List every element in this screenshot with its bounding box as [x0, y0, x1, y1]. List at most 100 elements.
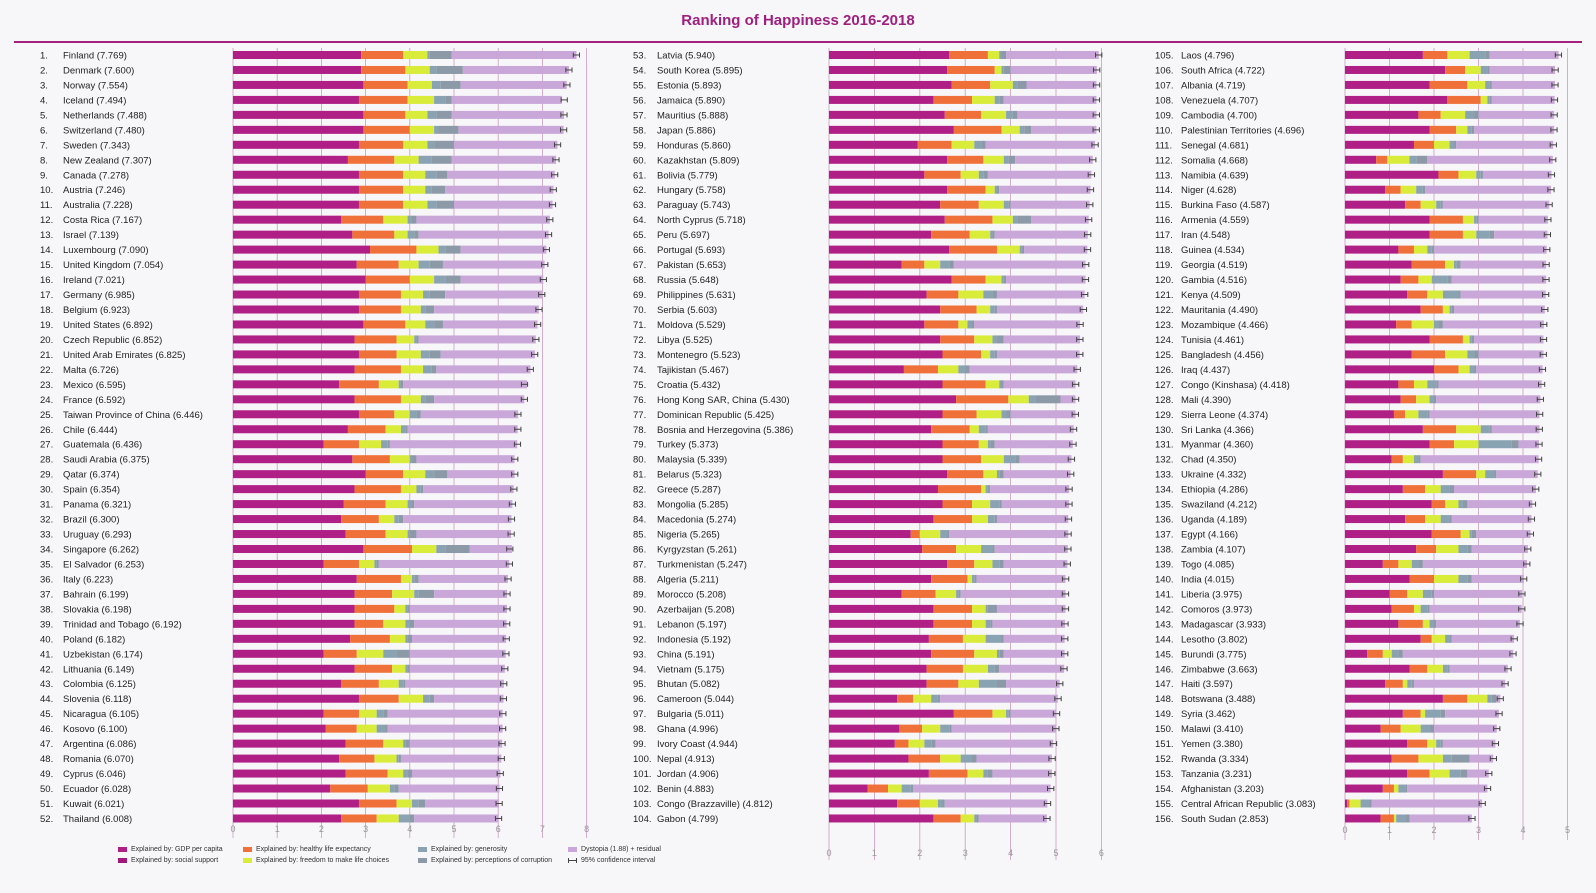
- bar-segment-dystopia: [1010, 709, 1057, 718]
- bar-segment-health: [937, 485, 982, 494]
- bar-segment-dystopia: [442, 260, 545, 269]
- rank-label: 145.: [1155, 649, 1174, 660]
- bar-segment-dystopia: [454, 200, 553, 209]
- bar-segment-generosity: [400, 425, 406, 434]
- bar-segment-health: [1429, 230, 1463, 239]
- bar-segment-health: [354, 335, 397, 344]
- bar-segment-dystopia: [1491, 425, 1540, 434]
- bar-segment-gdp: [233, 754, 340, 763]
- bar-segment-generosity: [1436, 739, 1441, 748]
- rank-label: 101.: [633, 769, 652, 780]
- rank-label: 100.: [633, 754, 652, 765]
- bar-segment-health: [942, 440, 979, 449]
- bar-segment-dystopia: [447, 470, 515, 479]
- country-label: Latvia (5.940): [657, 51, 715, 62]
- bar-segment-corruption: [434, 470, 448, 479]
- country-label: Cambodia (4.700): [1181, 110, 1257, 121]
- rank-label: 96.: [633, 694, 646, 705]
- rank-label: 151.: [1155, 739, 1174, 750]
- rank-label: 57.: [633, 110, 646, 121]
- rank-label: 138.: [1155, 545, 1174, 556]
- bar-segment-dystopia: [1017, 110, 1097, 119]
- bar-segment-freedom: [398, 260, 419, 269]
- bar-segment-gdp: [1345, 679, 1386, 688]
- x-tick-label: 7: [540, 824, 545, 834]
- bar-segment-generosity: [1391, 649, 1399, 658]
- bar-segment-corruption: [429, 694, 435, 703]
- bar-segment-freedom: [358, 440, 382, 449]
- bar-segment-health: [908, 754, 941, 763]
- bar-segment-gdp: [829, 95, 934, 104]
- bar-segment-gdp: [1345, 350, 1412, 359]
- bar-segment-generosity: [1407, 679, 1412, 688]
- bar-segment-corruption: [1008, 155, 1016, 164]
- country-label: Turkmenistan (5.247): [657, 559, 747, 570]
- rank-label: 124.: [1155, 335, 1174, 346]
- rank-label: 4.: [40, 95, 48, 106]
- bar-segment-freedom: [400, 395, 421, 404]
- bar-segment-dystopia: [407, 425, 518, 434]
- bar-segment-freedom: [1402, 679, 1408, 688]
- rank-label: 156.: [1155, 814, 1174, 825]
- bar-segment-gdp: [829, 664, 927, 673]
- bar-segment-health: [933, 619, 973, 628]
- bar-segment-generosity: [974, 814, 977, 823]
- bar-segment-generosity: [407, 215, 413, 224]
- bar-segment-dystopia: [1489, 51, 1559, 59]
- bar-segment-corruption: [425, 305, 435, 314]
- bar-segment-dystopia: [387, 709, 503, 718]
- bar-segment-health: [1420, 305, 1443, 314]
- legend-item-health: Explained by: healthy life expectancy: [243, 846, 418, 853]
- bar-segment-health: [903, 365, 938, 374]
- bar-segment-generosity: [1469, 530, 1472, 539]
- rank-label: 106.: [1155, 65, 1174, 76]
- rank-label: 21.: [40, 350, 53, 361]
- bar-segment-corruption: [418, 799, 426, 808]
- bar-segment-health: [1434, 365, 1459, 374]
- rank-label: 11.: [40, 200, 53, 211]
- rank-label: 33.: [40, 530, 53, 541]
- bar-segment-dystopia: [949, 530, 1069, 539]
- bar-segment-dystopia: [1003, 470, 1071, 479]
- bar-segment-freedom: [978, 440, 988, 449]
- bar-segment-dystopia: [445, 185, 554, 194]
- bar-segment-health: [365, 275, 410, 284]
- bar-segment-dystopia: [423, 485, 514, 494]
- bar-segment-health: [330, 784, 368, 793]
- bar-segment-generosity: [1425, 709, 1441, 718]
- country-label: Gambia (4.516): [1181, 275, 1247, 286]
- bar-segment-corruption: [990, 440, 995, 449]
- rank-label: 14.: [40, 245, 53, 256]
- bar-segment-health: [352, 455, 390, 464]
- bar-segment-corruption: [409, 814, 415, 823]
- legend-item-social: Explained by: social support: [118, 857, 243, 864]
- bar-segment-health: [1380, 724, 1401, 733]
- rank-label: 63.: [633, 200, 646, 211]
- bar-segment-corruption: [414, 574, 419, 583]
- bar-segment-corruption: [1449, 634, 1452, 643]
- country-label: Sweden (7.343): [63, 140, 130, 151]
- bar-segment-freedom: [937, 365, 959, 374]
- bar-segment-health: [358, 200, 404, 209]
- country-label: Pakistan (5.653): [657, 260, 726, 271]
- bar-segment-dystopia: [454, 140, 558, 149]
- country-label: North Cyprus (5.718): [657, 215, 746, 226]
- country-label: Norway (7.554): [63, 80, 128, 91]
- bar-segment-generosity: [376, 724, 386, 733]
- bar-segment-dystopia: [1060, 395, 1076, 404]
- bar-segment-corruption: [445, 275, 461, 284]
- bar-segment-freedom: [396, 335, 415, 344]
- bar-segment-generosity: [972, 574, 975, 583]
- bar-segment-dystopia: [451, 95, 562, 104]
- bar-segment-health: [931, 649, 975, 658]
- bar-segment-corruption: [1017, 80, 1027, 89]
- bar-segment-dystopia: [1434, 724, 1497, 733]
- bar-segment-dystopia: [451, 110, 565, 119]
- rank-label: 77.: [633, 410, 646, 421]
- country-label: Congo (Brazzaville) (4.812): [657, 799, 773, 810]
- bar-segment-generosity: [1458, 545, 1468, 554]
- bar-segment-health: [354, 664, 393, 673]
- bar-segment-health: [1411, 350, 1446, 359]
- country-label: Niger (4.628): [1181, 185, 1236, 196]
- country-label: Tanzania (3.231): [1181, 769, 1252, 780]
